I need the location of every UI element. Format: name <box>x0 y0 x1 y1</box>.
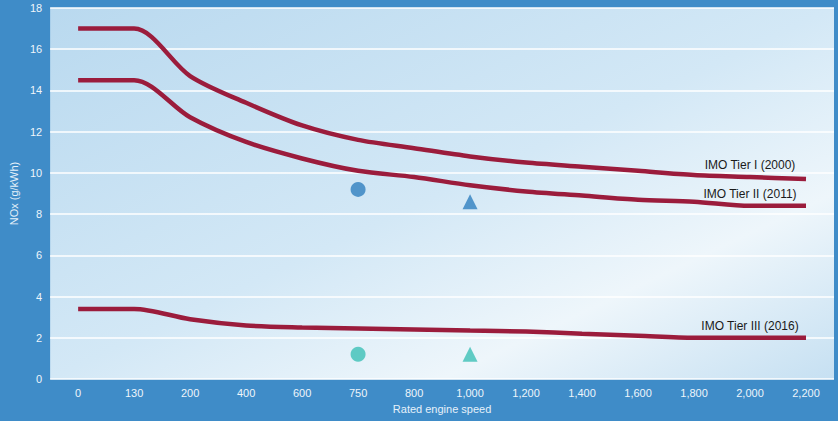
svg-text:8: 8 <box>36 208 42 220</box>
svg-text:NOx (g/kWh): NOx (g/kWh) <box>8 162 20 226</box>
svg-text:750: 750 <box>349 387 367 399</box>
svg-text:Rated engine speed: Rated engine speed <box>393 403 491 415</box>
svg-text:1,400: 1,400 <box>568 387 596 399</box>
svg-text:IMO Tier I (2000): IMO Tier I (2000) <box>705 158 796 172</box>
svg-text:0: 0 <box>36 373 42 385</box>
svg-text:IMO Tier III (2016): IMO Tier III (2016) <box>701 319 798 333</box>
svg-text:14: 14 <box>30 84 42 96</box>
svg-text:2,000: 2,000 <box>736 387 764 399</box>
svg-text:1,000: 1,000 <box>456 387 484 399</box>
svg-text:400: 400 <box>237 387 255 399</box>
svg-text:IMO Tier II (2011): IMO Tier II (2011) <box>703 187 796 201</box>
svg-text:12: 12 <box>30 126 42 138</box>
svg-text:130: 130 <box>125 387 143 399</box>
svg-text:1,600: 1,600 <box>624 387 652 399</box>
svg-text:6: 6 <box>36 249 42 261</box>
svg-text:18: 18 <box>30 2 42 14</box>
svg-text:2,200: 2,200 <box>792 387 820 399</box>
svg-text:200: 200 <box>181 387 199 399</box>
svg-text:2: 2 <box>36 332 42 344</box>
svg-text:4: 4 <box>36 291 42 303</box>
svg-text:600: 600 <box>293 387 311 399</box>
svg-text:1,200: 1,200 <box>512 387 540 399</box>
svg-text:1,800: 1,800 <box>680 387 708 399</box>
svg-text:800: 800 <box>405 387 423 399</box>
svg-text:16: 16 <box>30 43 42 55</box>
svg-text:10: 10 <box>30 167 42 179</box>
svg-text:0: 0 <box>75 387 81 399</box>
